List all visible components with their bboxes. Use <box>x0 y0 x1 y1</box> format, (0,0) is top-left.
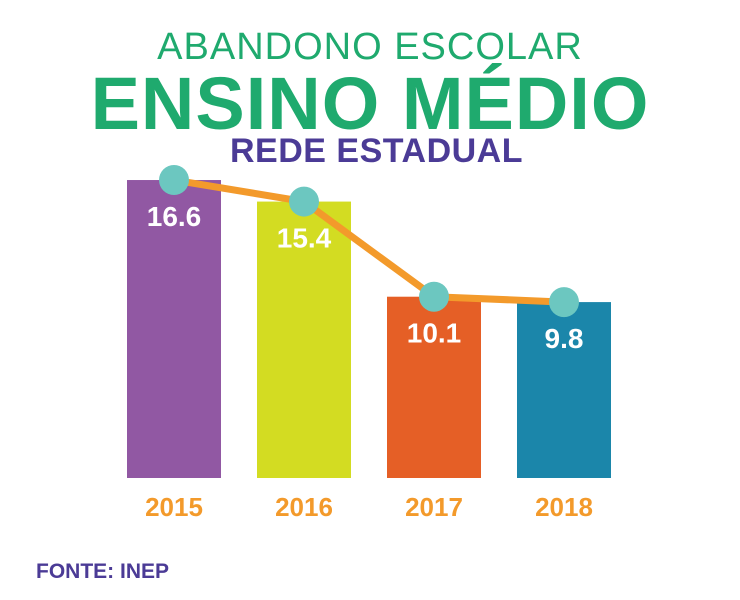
value-label-2018: 9.8 <box>545 323 584 354</box>
source-note: FONTE: INEP <box>36 560 170 583</box>
x-tick-label-2016: 2016 <box>275 492 333 522</box>
marker-2015 <box>159 165 189 196</box>
chart-title: ENSINO MÉDIO <box>90 62 650 145</box>
bar-2016 <box>257 201 351 478</box>
value-label-2015: 16.6 <box>147 201 202 232</box>
x-tick-label-2018: 2018 <box>535 492 593 522</box>
bar-2015 <box>127 180 221 478</box>
value-label-2017: 10.1 <box>407 318 462 349</box>
marker-2017 <box>419 281 449 312</box>
trend-line <box>170 176 568 306</box>
x-tick-label-2017: 2017 <box>405 492 463 522</box>
marker-2016 <box>289 186 319 217</box>
chart-subtitle: REDE ESTADUAL <box>230 132 523 170</box>
bar-2018 <box>517 302 611 478</box>
value-label-2016: 15.4 <box>277 223 332 254</box>
chart-supertitle: ABANDONO ESCOLAR <box>157 26 583 68</box>
x-tick-label-2015: 2015 <box>145 492 203 522</box>
bar-2017 <box>387 296 481 478</box>
marker-2018 <box>549 287 579 318</box>
